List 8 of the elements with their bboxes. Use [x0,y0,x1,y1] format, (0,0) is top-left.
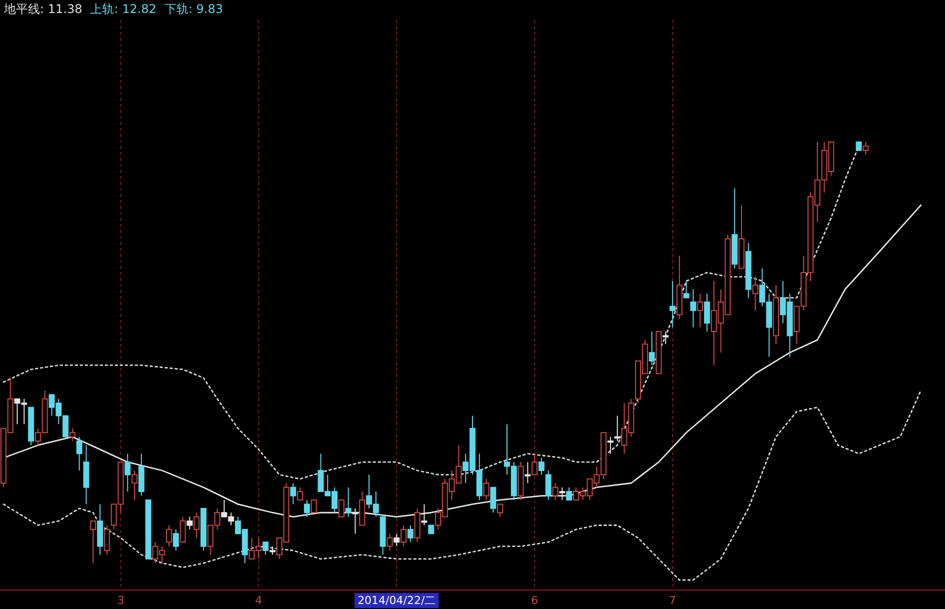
annotation: 地平线: 11.38 [4,2,82,16]
x-tick-label: 4 [255,594,262,607]
x-tick-label: 2014/04/22/二 [358,594,436,607]
annotation: 下轨: 9.83 [164,2,224,16]
x-tick-label: 6 [531,594,538,607]
annotation: 上轨: 12.82 [90,2,156,16]
x-tick-label: 3 [117,594,124,607]
x-tick-label: 7 [669,594,676,607]
